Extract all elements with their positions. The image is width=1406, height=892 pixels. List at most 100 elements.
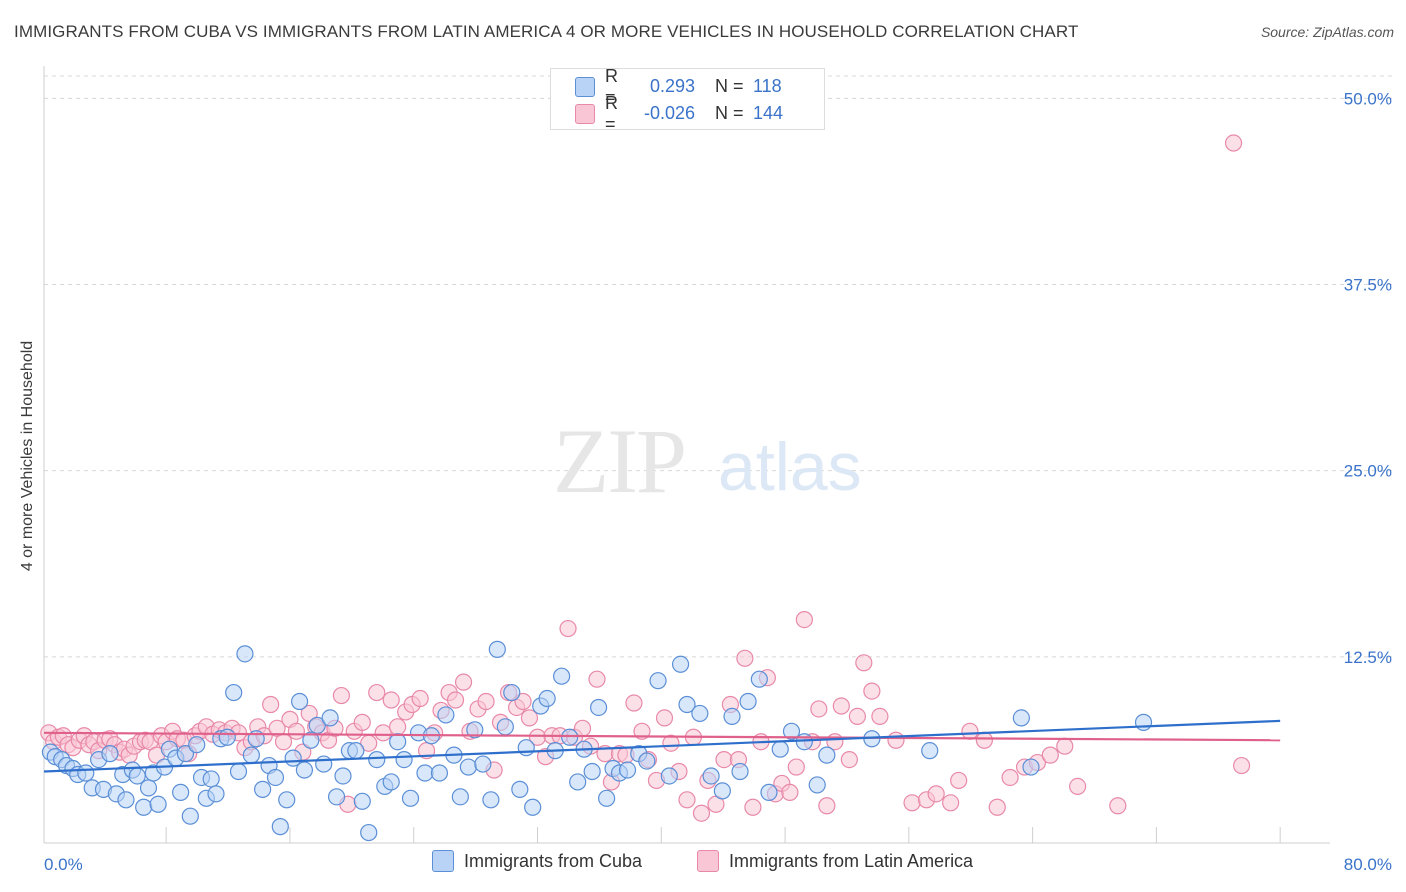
legend-r-label: R = (605, 92, 618, 134)
correlation-legend: R = 0.293 N = 118 R = -0.026 N = 144 (550, 66, 825, 134)
data-point-cuba (202, 770, 220, 788)
data-point-latin (374, 724, 392, 742)
data-point-latin (514, 692, 532, 711)
data-point-latin (795, 611, 813, 629)
data-point-cuba (242, 746, 260, 764)
data-point-cuba (678, 695, 696, 714)
data-point-cuba (139, 779, 158, 797)
data-point-cuba (360, 823, 378, 842)
data-point-cuba (290, 692, 309, 711)
legend-label-latin: Immigrants from Latin America (729, 850, 974, 871)
data-point-latin (715, 750, 733, 769)
data-point-latin (411, 689, 429, 708)
data-point-cuba (416, 764, 434, 782)
data-point-cuba (218, 728, 236, 746)
data-point-cuba (437, 706, 455, 724)
data-point-cuba (795, 733, 813, 751)
y-tick-label: 37.5% (1344, 276, 1392, 295)
data-point-latin (678, 791, 696, 809)
data-point-cuba (181, 807, 199, 825)
data-point-cuba (135, 798, 153, 816)
data-point-cuba (598, 789, 616, 807)
data-point-cuba (254, 780, 272, 798)
watermark: ZIP atlas (553, 410, 862, 512)
data-point-cuba (149, 795, 167, 813)
data-point-latin (840, 750, 858, 769)
data-point-cuba (503, 683, 521, 702)
data-point-cuba (315, 755, 333, 773)
y-tick-label: 25.0% (1344, 462, 1392, 481)
data-point-cuba (569, 773, 587, 791)
data-point-cuba (660, 767, 678, 785)
data-point-latin (389, 718, 407, 736)
data-point-cuba (172, 783, 190, 801)
data-point-cuba (702, 767, 720, 785)
data-point-latin (274, 733, 293, 751)
data-point-cuba (488, 640, 506, 658)
data-point-cuba (353, 792, 371, 810)
x-tick-label-max: 80.0% (1344, 855, 1392, 874)
data-point-cuba (302, 731, 320, 749)
data-point-cuba (401, 789, 420, 807)
legend-row-latin: R = -0.026 N = 144 (551, 93, 783, 134)
data-point-cuba (207, 785, 225, 803)
data-point-latin (855, 654, 873, 672)
data-point-cuba (117, 791, 135, 809)
data-point-latin (368, 683, 386, 702)
data-point-latin (332, 686, 350, 705)
data-point-cuba (517, 739, 535, 757)
data-point-cuba (524, 798, 542, 816)
data-point-cuba (649, 672, 667, 690)
data-point-cuba (466, 721, 484, 739)
data-point-cuba (771, 740, 789, 758)
data-point-latin (927, 785, 945, 803)
data-point-latin (1232, 756, 1251, 775)
watermark-zip: ZIP (553, 410, 685, 512)
legend-item-cuba[interactable]: Immigrants from Cuba (432, 850, 642, 872)
data-point-cuba (1134, 713, 1153, 731)
data-point-cuba (1022, 758, 1040, 776)
data-point-cuba (583, 762, 601, 781)
data-point-cuba (334, 767, 352, 785)
y-tick-label: 50.0% (1344, 89, 1392, 108)
legend-r-value-latin: -0.026 (643, 103, 695, 123)
data-point-cuba (496, 718, 514, 736)
series-legend: Immigrants from Cuba Immigrants from Lat… (0, 850, 1406, 878)
data-point-latin (832, 697, 850, 715)
data-point-cuba (321, 709, 339, 727)
data-point-cuba (739, 692, 757, 711)
data-point-cuba (538, 689, 556, 708)
data-point-latin (818, 797, 836, 815)
data-point-cuba (101, 745, 119, 763)
data-point-cuba (266, 768, 285, 787)
legend-n-label: N = (715, 103, 744, 123)
trend-line-cuba (43, 719, 1281, 773)
y-tick-label: 12.5% (1344, 648, 1392, 667)
watermark-atlas: atlas (718, 429, 862, 505)
data-point-latin (655, 709, 674, 727)
data-point-latin (625, 694, 643, 712)
data-point-cuba (295, 761, 314, 779)
data-point-latin (950, 771, 968, 790)
data-point-cuba (511, 780, 529, 798)
data-point-cuba (389, 733, 407, 751)
data-point-cuba (671, 655, 690, 673)
legend-r-value-cuba: 0.293 (649, 76, 695, 96)
data-point-cuba (691, 704, 709, 723)
series-cuba-points (41, 640, 1153, 842)
data-point-cuba (188, 736, 206, 754)
legend-swatch-cuba (432, 850, 454, 872)
data-point-latin (1056, 737, 1074, 755)
data-point-latin (810, 700, 828, 718)
data-point-cuba (589, 698, 608, 717)
data-point-latin (988, 798, 1006, 816)
data-point-cuba (618, 761, 637, 779)
data-point-cuba (459, 758, 477, 776)
data-point-cuba (723, 707, 741, 726)
data-point-latin (520, 709, 539, 727)
legend-item-latin[interactable]: Immigrants from Latin America (697, 850, 973, 872)
data-point-cuba (750, 670, 768, 688)
data-point-latin (446, 691, 465, 709)
data-point-cuba (382, 773, 400, 791)
data-point-latin (382, 691, 400, 709)
